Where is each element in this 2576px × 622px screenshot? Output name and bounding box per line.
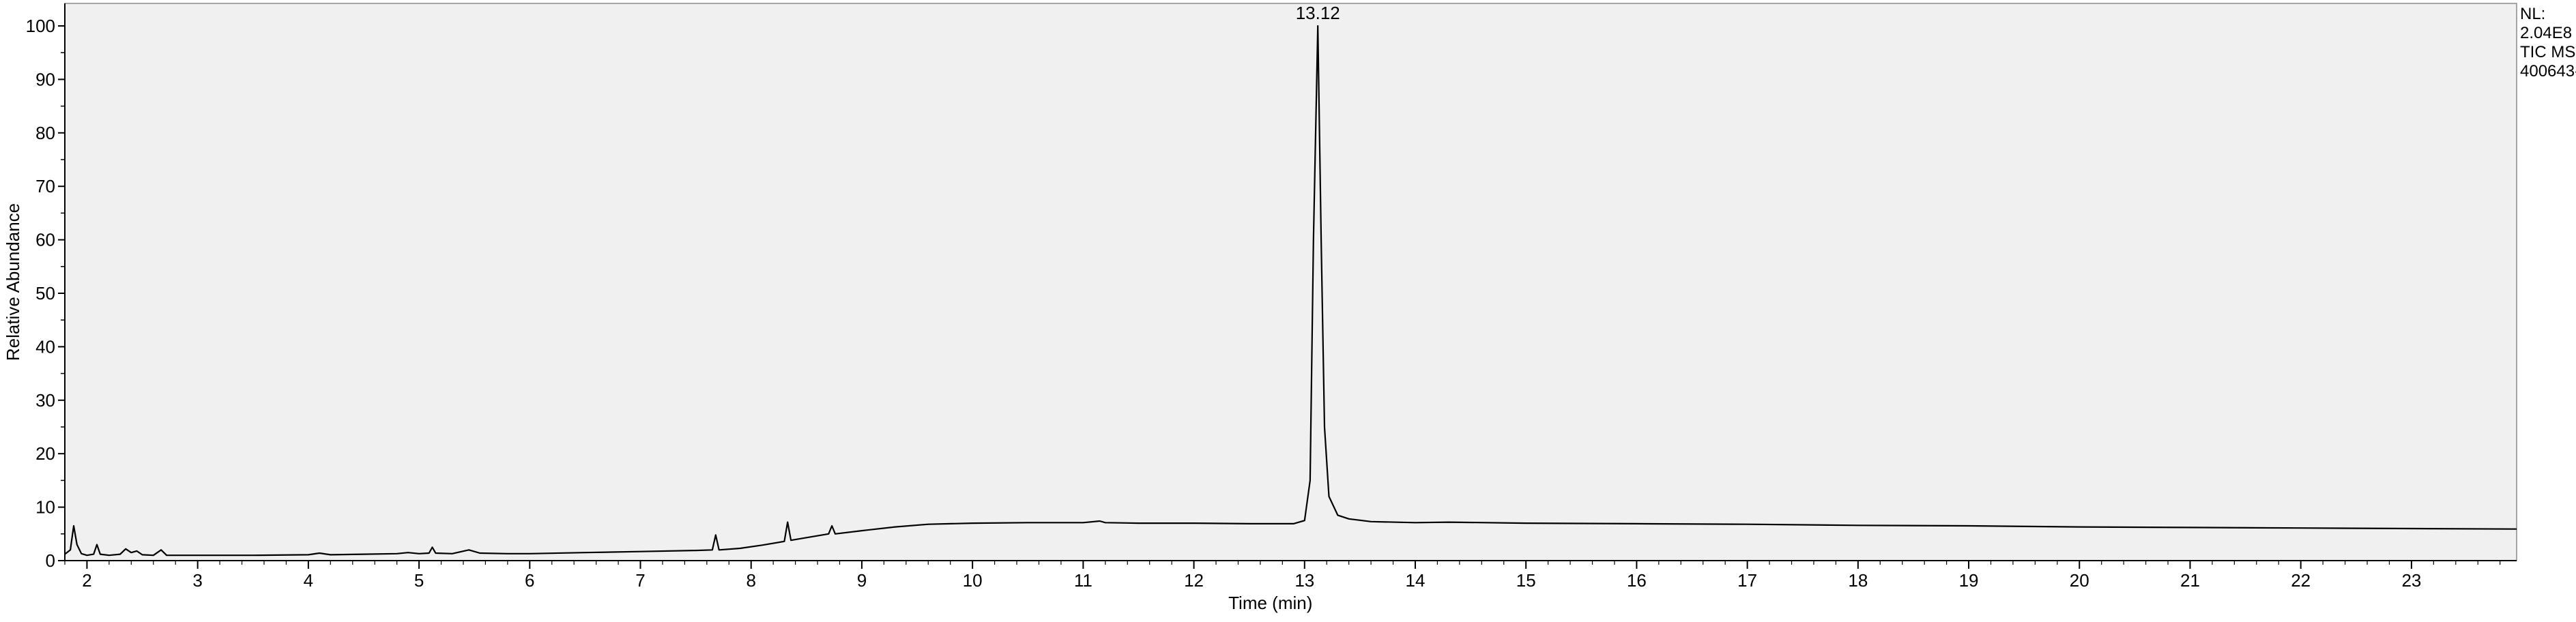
- x-tick-label: 5: [414, 570, 424, 591]
- y-axis-title: Relative Abundance: [3, 203, 23, 361]
- y-tick-label: 80: [35, 123, 55, 143]
- x-tick-label: 4: [304, 570, 313, 591]
- x-tick-label: 19: [1959, 570, 1979, 591]
- info-line: NL:: [2520, 5, 2545, 23]
- y-tick-label: 40: [35, 336, 55, 357]
- x-tick-label: 21: [2180, 570, 2200, 591]
- x-tick-label: 2: [82, 570, 91, 591]
- x-tick-label: 10: [963, 570, 983, 591]
- x-tick-label: 23: [2401, 570, 2421, 591]
- x-tick-label: 18: [1848, 570, 1868, 591]
- x-tick-label: 17: [1737, 570, 1757, 591]
- x-tick-label: 9: [857, 570, 867, 591]
- x-tick-label: 3: [192, 570, 202, 591]
- y-tick-label: 60: [35, 230, 55, 250]
- peak-label: 13.12: [1296, 3, 1340, 23]
- x-tick-label: 11: [1074, 570, 1092, 591]
- x-tick-label: 7: [635, 570, 645, 591]
- x-tick-label: 15: [1516, 570, 1536, 591]
- x-tick-label: 13: [1294, 570, 1314, 591]
- y-tick-label: 50: [35, 283, 55, 303]
- info-line: 2.04E8: [2520, 24, 2572, 42]
- plot-area: [64, 3, 2517, 561]
- x-tick-label: 14: [1406, 570, 1426, 591]
- x-tick-label: 6: [525, 570, 534, 591]
- x-axis-title: Time (min): [1228, 593, 1312, 613]
- x-tick-label: 20: [2070, 570, 2089, 591]
- x-tick-label: 16: [1627, 570, 1647, 591]
- y-tick-label: 100: [26, 16, 55, 36]
- y-tick-label: 0: [46, 550, 55, 571]
- y-tick-label: 90: [35, 69, 55, 89]
- y-tick-label: 70: [35, 176, 55, 196]
- x-tick-label: 12: [1184, 570, 1204, 591]
- tic-trace-line: [64, 25, 2517, 557]
- info-line: 400643-: [2520, 62, 2576, 80]
- y-tick-label: 30: [35, 390, 55, 411]
- y-tick-label: 10: [35, 497, 55, 518]
- y-tick-label: 20: [35, 443, 55, 464]
- info-line: TIC MS: [2520, 43, 2575, 61]
- x-tick-label: 8: [746, 570, 755, 591]
- x-tick-label: 22: [2291, 570, 2311, 591]
